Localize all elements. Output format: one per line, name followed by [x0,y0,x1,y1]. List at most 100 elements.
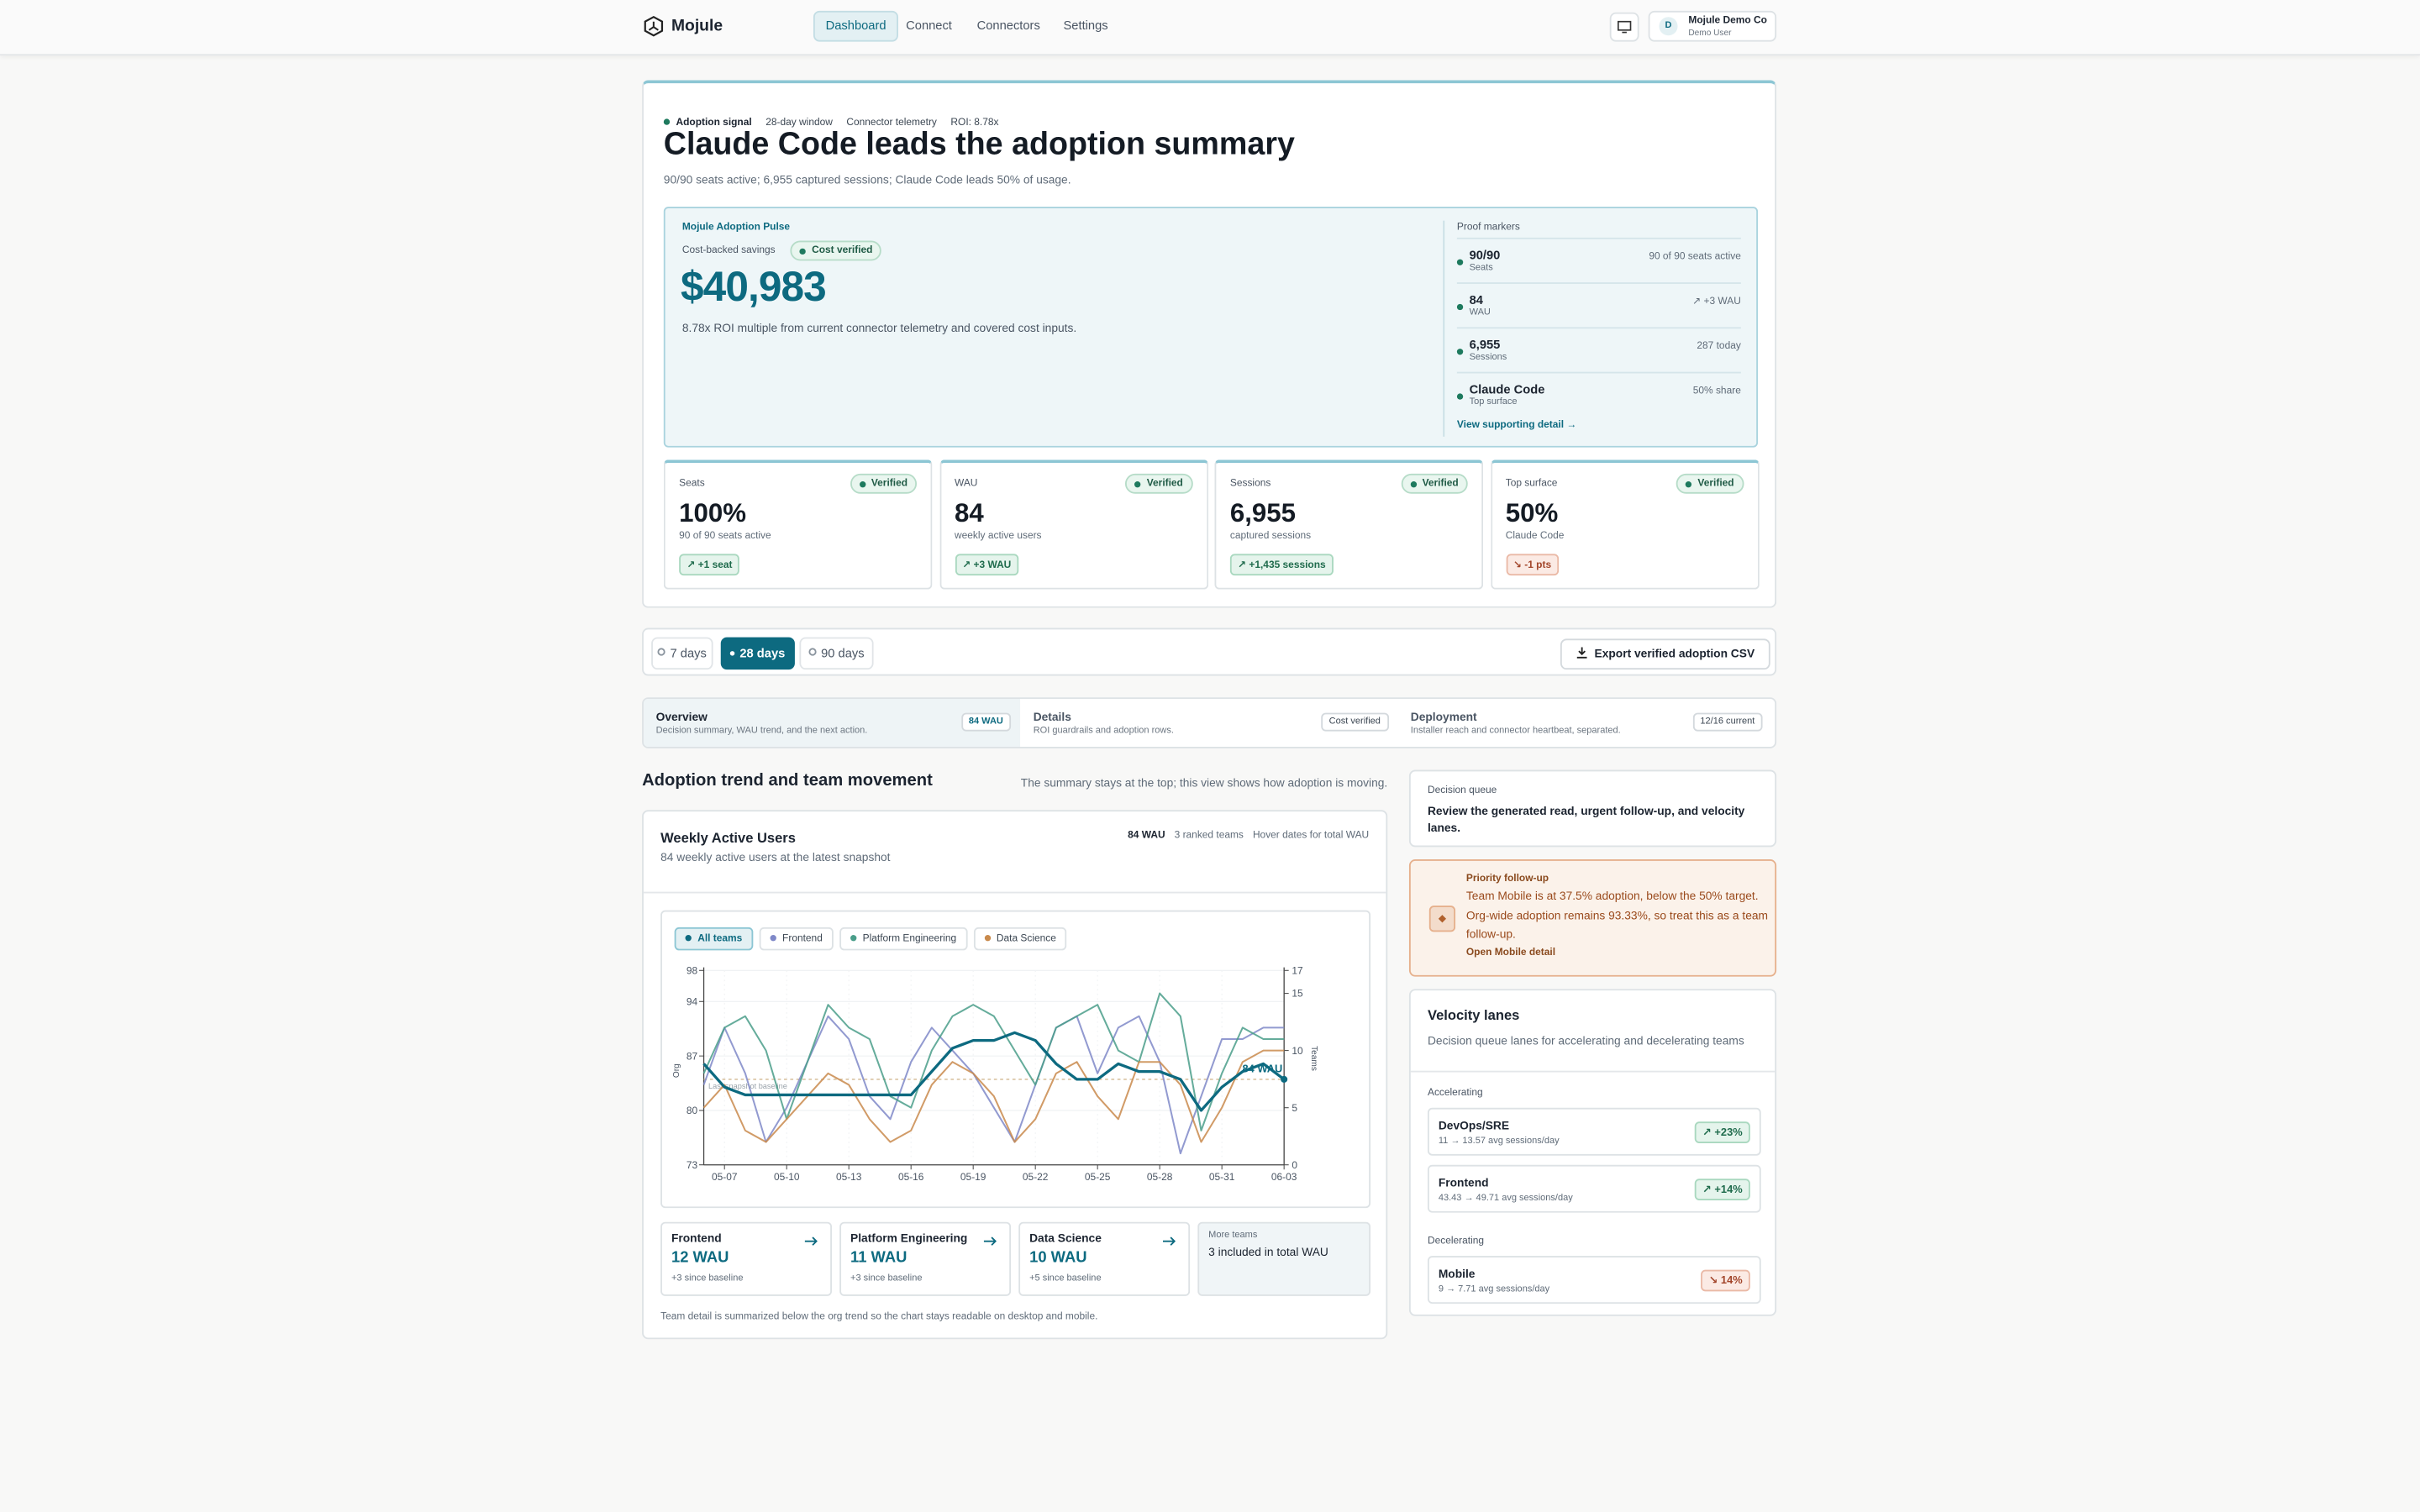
nav-link[interactable]: Connectors [976,18,1040,33]
lane[interactable]: Frontend 43.43 → 49.71 avg sessions/day ↗ … [1427,1164,1761,1213]
export-button[interactable]: Export verified adoption CSV [1560,638,1770,670]
team-wau: 12 WAU [671,1249,729,1267]
series-line [702,1049,1285,1143]
team-card[interactable]: Platform Engineering 11 WAU +3 since basel… [839,1221,1012,1296]
badge-text: Cost verified [812,245,873,256]
series-line [702,1015,1285,1155]
more-teams: More teams 3 included in total WAU [1197,1221,1371,1296]
status-dot [663,118,671,125]
legend-label: Data Science [996,933,1056,945]
chart-subtitle: 84 weekly active users at the latest sna… [660,850,891,864]
top-nav: Mojule Dashboard Connect Connectors Setting… [0,0,2420,56]
chart-stat: 84 WAU [1128,830,1165,842]
team-card[interactable]: Data Science 10 WAU +5 since baseline [1018,1221,1191,1296]
account-menu[interactable]: D Mojule Demo Co Demo User [1648,10,1777,42]
velocity-card: Velocity lanes Decision queue lanes for … [1408,989,1777,1316]
legend-label: Platform Engineering [862,933,957,945]
x-tick-label: 05-25 [1085,1171,1111,1183]
pill-text: Adoption signal [676,116,752,128]
tab-badge: 12/16 current [1692,712,1763,732]
x-tick-label: 05-19 [960,1171,986,1183]
lane-delta: ↗ +14% [1694,1179,1750,1200]
nav-link[interactable]: Settings [1063,18,1108,33]
kpi-delta: ↗ +1 seat [679,554,740,576]
tab-desc: Installer reach and connector heartbeat,… [1410,727,1621,737]
savings-note: 8.78x ROI multiple from current connecto… [681,321,1077,335]
team-note: +3 since baseline [671,1274,744,1284]
kpi-delta: ↗ +1,435 sessions [1229,554,1334,576]
series-filter[interactable]: All teams [674,927,754,951]
view-tab[interactable]: Details ROI guardrails and adoption rows.… [1021,699,1397,747]
y2-tick-label: 0 [1292,1159,1297,1171]
status-dot [1456,393,1464,400]
kpi-value: 50% [1505,498,1559,528]
badge-text: Verified [1422,478,1459,490]
team-note: +3 since baseline [850,1274,923,1284]
view-tab[interactable]: Deployment Installer reach and connector … [1398,699,1775,747]
kpi-badge: Verified [1676,473,1744,494]
nav-link[interactable]: Dashboard [813,10,899,42]
range-label: 90 days [821,646,865,661]
team-wau: 11 WAU [850,1249,908,1267]
proof-row: 6,955 Sessions 287 today [1456,327,1741,373]
lane[interactable]: DevOps/SRE 11 → 13.57 avg sessions/day ↗ +… [1427,1107,1761,1156]
line-chart: 73 80 87 94 98 0 5 10 15 17 05-07 05-10 05-13 05-16 05… [672,965,1318,1184]
kpi-card: Seats Verified 100% 90 of 90 seats active ↗ … [663,459,933,590]
lane-name: Mobile [1438,1266,1476,1281]
proof-row: 84 WAU ↗ +3 WAU [1456,282,1741,328]
signal-pill: Connector telemetry [846,118,937,129]
series-filter[interactable]: Data Science [973,927,1067,951]
kpi-value: 100% [679,498,747,528]
y-axis-label: Org [672,1063,681,1078]
kpi-label: WAU [955,478,978,490]
proof-row: 90/90 Seats 90 of 90 seats active [1456,237,1741,284]
y2-tick-label: 10 [1292,1045,1303,1057]
account-user: Demo User [1688,29,1732,39]
display-button[interactable] [1609,12,1639,42]
separator [643,891,1386,894]
team-card[interactable]: Frontend 12 WAU +3 since baseline [660,1221,832,1296]
monitor-icon [1617,20,1632,34]
series-filter[interactable]: Platform Engineering [839,927,967,951]
range-option[interactable]: 28 days [720,637,795,670]
arrow-icon [804,1236,818,1246]
hero-subtitle: 90/90 seats active; 6,955 captured sessi… [663,172,1071,187]
lane-group-label: Accelerating [1427,1087,1483,1099]
priority-text: Team Mobile is at 37.5% adoption, below … [1465,888,1769,942]
badge-dot [799,247,806,255]
series-filter[interactable]: Frontend [759,927,834,951]
range-option[interactable]: 7 days [651,637,713,670]
kpi-card: Top surface Verified 50% Claude Code ↘ -1 pt… [1490,459,1759,590]
series-line [702,1031,1286,1112]
legend-dot [685,934,692,941]
view-tab[interactable]: Overview Decision summary, WAU trend, and… [643,699,1021,747]
lane[interactable]: Mobile 9 → 7.71 avg sessions/day ↘ 14% [1427,1256,1761,1305]
y-tick-label: 87 [687,1050,698,1062]
hero-title: Claude Code leads the adoption summary [663,126,1295,162]
proof-label: WAU [1469,308,1491,318]
priority-card: Priority follow-up Team Mobile is at 37.… [1408,859,1777,977]
proof-note: ↗ +3 WAU [1692,296,1741,307]
priority-link[interactable]: Open Mobile detail [1465,947,1556,958]
proof-note: 90 of 90 seats active [1649,251,1741,263]
nav-link[interactable]: Connect [906,18,952,33]
proof-link[interactable]: View supporting detail → [1456,419,1577,431]
end-label: 84 WAU [1242,1063,1282,1075]
badge-dot [1409,480,1417,487]
lane-group-label: Decelerating [1427,1236,1485,1247]
section-title: Adoption trend and team movement [642,771,933,790]
x-tick-label: 05-13 [836,1171,862,1183]
lane-detail: 43.43 → 49.71 avg sessions/day [1438,1194,1573,1204]
y-tick-label: 73 [687,1159,698,1171]
legend-label: All teams [697,933,743,945]
chart-footnote: Team detail is summarized below the org … [660,1311,1098,1323]
team-name: Data Science [1029,1231,1102,1246]
x-tick-label: 05-22 [1023,1171,1049,1183]
y2-tick-label: 15 [1292,988,1303,1000]
pulse-panel: Mojule Adoption Pulse Cost-backed saving… [663,207,1759,448]
proof-note: 287 today [1697,340,1741,352]
kpi-sub: captured sessions [1229,530,1312,542]
legend-dot [984,934,991,941]
range-option[interactable]: 90 days [799,637,874,670]
